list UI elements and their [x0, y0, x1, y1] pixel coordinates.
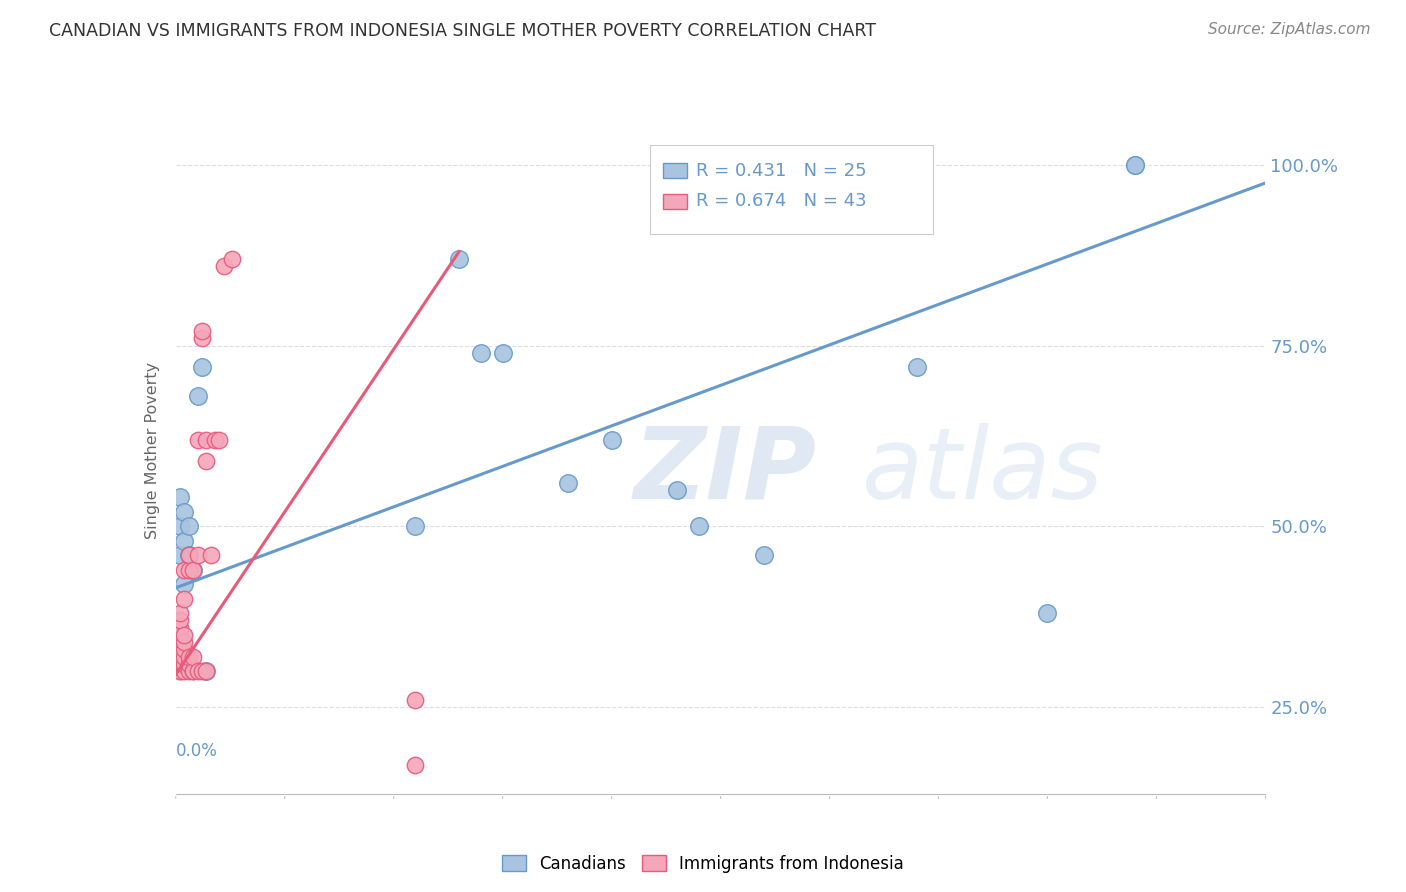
FancyBboxPatch shape [650, 145, 934, 234]
Point [405, 693, 427, 707]
Point [173, 533, 195, 548]
Point [169, 519, 191, 533]
Point [557, 475, 579, 490]
Point [169, 657, 191, 671]
Point [177, 519, 200, 533]
Point [173, 505, 195, 519]
Point [169, 664, 191, 678]
Text: 0.0%: 0.0% [176, 742, 218, 760]
Point [195, 433, 218, 447]
Point [1123, 158, 1146, 172]
Point [191, 664, 214, 678]
Point [221, 252, 243, 266]
Point [186, 433, 209, 447]
Text: ZIP: ZIP [633, 423, 817, 519]
Point [169, 613, 191, 627]
Point [173, 563, 195, 577]
Point [169, 664, 191, 678]
Point [169, 628, 191, 642]
Point [191, 324, 214, 338]
Point [1123, 158, 1146, 172]
Point [169, 549, 191, 563]
Point [169, 649, 191, 664]
Point [492, 346, 515, 360]
Point [181, 664, 204, 678]
Point [405, 519, 427, 533]
Point [169, 621, 191, 635]
Point [905, 360, 928, 375]
Point [173, 642, 195, 657]
Point [186, 664, 209, 678]
Point [173, 664, 195, 678]
Point [173, 628, 195, 642]
Point [181, 563, 204, 577]
Point [447, 252, 470, 266]
Point [181, 563, 204, 577]
Point [177, 549, 200, 563]
Point [754, 549, 776, 563]
Point [186, 549, 209, 563]
Point [177, 563, 200, 577]
Point [169, 606, 191, 620]
Point [191, 360, 214, 375]
Point [173, 649, 195, 664]
Point [173, 591, 195, 606]
Text: Source: ZipAtlas.com: Source: ZipAtlas.com [1208, 22, 1371, 37]
Text: CANADIAN VS IMMIGRANTS FROM INDONESIA SINGLE MOTHER POVERTY CORRELATION CHART: CANADIAN VS IMMIGRANTS FROM INDONESIA SI… [49, 22, 876, 40]
Text: atlas: atlas [862, 423, 1104, 519]
Point [688, 519, 710, 533]
FancyBboxPatch shape [662, 163, 686, 178]
Point [470, 346, 492, 360]
Point [212, 259, 235, 273]
Point [169, 642, 191, 657]
Point [173, 657, 195, 671]
Legend: Canadians, Immigrants from Indonesia: Canadians, Immigrants from Indonesia [495, 848, 911, 880]
Text: R = 0.674   N = 43: R = 0.674 N = 43 [696, 192, 866, 211]
Point [195, 664, 218, 678]
Point [177, 657, 200, 671]
Point [186, 389, 209, 403]
Point [177, 549, 200, 563]
Point [200, 549, 222, 563]
Point [600, 433, 623, 447]
Point [173, 577, 195, 591]
Point [204, 433, 226, 447]
Point [191, 331, 214, 345]
Text: R = 0.431   N = 25: R = 0.431 N = 25 [696, 162, 866, 180]
Y-axis label: Single Mother Poverty: Single Mother Poverty [145, 362, 160, 539]
Point [177, 664, 200, 678]
Point [666, 483, 689, 498]
Point [181, 649, 204, 664]
Point [173, 635, 195, 649]
Point [195, 454, 218, 468]
Point [169, 635, 191, 649]
Point [1036, 606, 1059, 620]
Point [181, 664, 204, 678]
Point [195, 664, 218, 678]
Point [169, 491, 191, 505]
Point [405, 758, 427, 772]
FancyBboxPatch shape [662, 194, 686, 209]
Point [208, 433, 231, 447]
Point [177, 649, 200, 664]
